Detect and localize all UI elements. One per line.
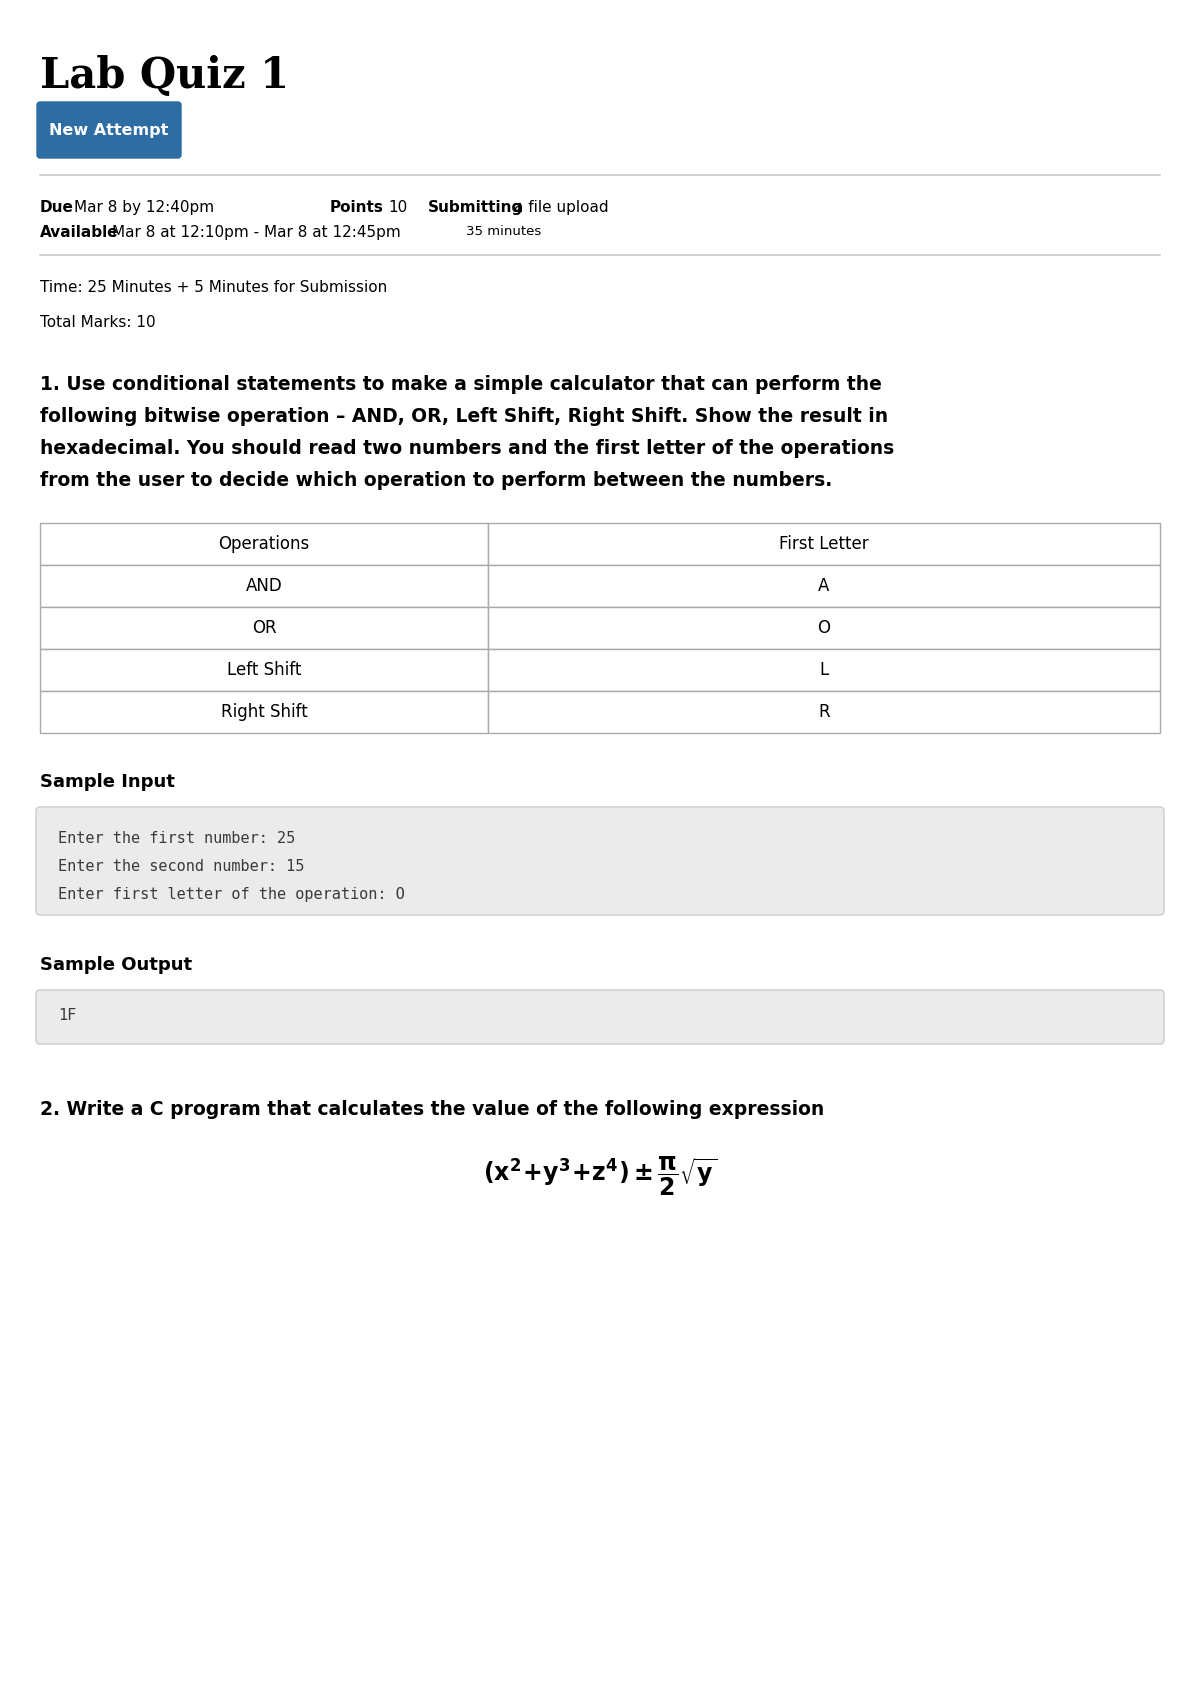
Text: Due: Due [40,200,74,216]
Bar [488,648,1160,691]
Text: O: O [817,619,830,636]
Text: First Letter: First Letter [779,535,869,553]
Bar [488,691,1160,733]
Text: 2. Write a C program that calculates the value of the following expression: 2. Write a C program that calculates the… [40,1100,824,1118]
Text: Left Shift: Left Shift [227,662,301,679]
Text: Operations: Operations [218,535,310,553]
Text: R: R [818,703,830,721]
Text: Sample Output: Sample Output [40,955,192,974]
Text: Points: Points [330,200,384,216]
Text: Lab Quiz 1: Lab Quiz 1 [40,54,289,97]
Text: Available: Available [40,226,119,239]
Text: Total Marks: 10: Total Marks: 10 [40,316,156,329]
Text: 1F: 1F [58,1008,77,1023]
Text: hexadecimal. You should read two numbers and the first letter of the operations: hexadecimal. You should read two numbers… [40,440,894,458]
Bar [488,608,1160,648]
Text: Enter the first number: 25: Enter the first number: 25 [58,832,295,847]
Text: New Attempt: New Attempt [49,122,169,137]
Bar [40,523,488,565]
Text: 35 minutes: 35 minutes [466,226,541,238]
FancyBboxPatch shape [36,808,1164,915]
Bar [40,648,488,691]
Text: Mar 8 at 12:10pm - Mar 8 at 12:45pm: Mar 8 at 12:10pm - Mar 8 at 12:45pm [112,226,401,239]
Text: OR: OR [252,619,276,636]
FancyBboxPatch shape [36,989,1164,1044]
Text: Mar 8 by 12:40pm: Mar 8 by 12:40pm [74,200,214,216]
FancyBboxPatch shape [37,102,181,158]
Text: AND: AND [246,577,282,596]
Bar [488,565,1160,608]
Bar [488,523,1160,565]
Text: Time: 25 Minutes + 5 Minutes for Submission: Time: 25 Minutes + 5 Minutes for Submiss… [40,280,388,295]
Text: $\mathbf{(x^2\!+\!y^3\!+\!z^4) \pm \dfrac{\pi}{2}\sqrt{y}}$: $\mathbf{(x^2\!+\!y^3\!+\!z^4) \pm \dfra… [482,1156,718,1198]
Text: A: A [818,577,829,596]
Text: 1. Use conditional statements to make a simple calculator that can perform the: 1. Use conditional statements to make a … [40,375,882,394]
Bar [40,691,488,733]
Text: L: L [820,662,829,679]
Text: 10: 10 [388,200,407,216]
Text: Enter first letter of the operation: O: Enter first letter of the operation: O [58,888,404,903]
Text: Enter the second number: 15: Enter the second number: 15 [58,859,305,874]
Text: a file upload: a file upload [514,200,608,216]
Text: from the user to decide which operation to perform between the numbers.: from the user to decide which operation … [40,472,833,490]
Text: Submitting: Submitting [428,200,523,216]
Text: following bitwise operation – AND, OR, Left Shift, Right Shift. Show the result : following bitwise operation – AND, OR, L… [40,407,888,426]
Text: Right Shift: Right Shift [221,703,307,721]
Bar [40,565,488,608]
Text: Sample Input: Sample Input [40,774,175,791]
Bar [40,608,488,648]
